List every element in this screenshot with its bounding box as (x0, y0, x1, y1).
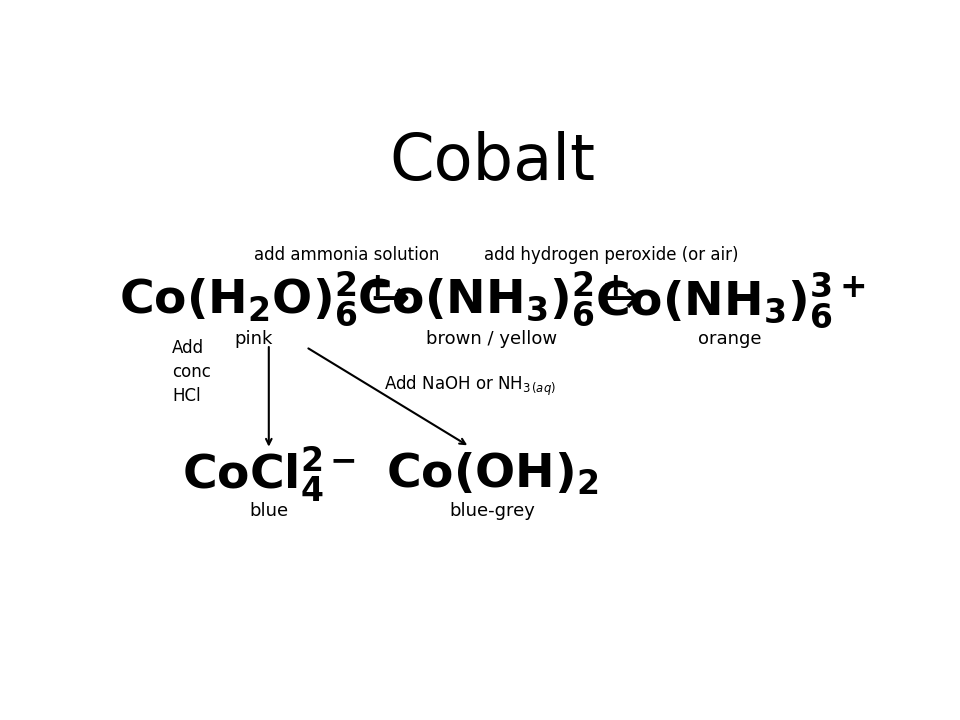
Text: add ammonia solution: add ammonia solution (254, 246, 440, 264)
Text: Add
conc
HCl: Add conc HCl (172, 339, 211, 405)
Text: $\rightarrow$: $\rightarrow$ (591, 277, 639, 323)
Text: $\mathbf{Co(NH_3)_6^{3+}}$: $\mathbf{Co(NH_3)_6^{3+}}$ (595, 270, 865, 330)
Text: $\mathbf{Co(H_2O)_6^{2+}}$: $\mathbf{Co(H_2O)_6^{2+}}$ (118, 270, 390, 330)
Text: $\mathbf{CoCl_4^{2-}}$: $\mathbf{CoCl_4^{2-}}$ (181, 445, 356, 504)
Text: orange: orange (698, 330, 762, 348)
Text: pink: pink (235, 330, 273, 348)
Text: blue: blue (250, 502, 288, 520)
Text: add hydrogen peroxide (or air): add hydrogen peroxide (or air) (484, 246, 738, 264)
Text: Add NaOH or NH$_{3\,(aq)}$: Add NaOH or NH$_{3\,(aq)}$ (384, 374, 556, 398)
Text: $\mathbf{Co(OH)_2}$: $\mathbf{Co(OH)_2}$ (386, 451, 598, 498)
Text: blue-grey: blue-grey (449, 502, 535, 520)
Text: $\rightarrow$: $\rightarrow$ (361, 277, 409, 323)
Text: Cobalt: Cobalt (389, 131, 595, 193)
Text: $\mathbf{Co(NH_3)_6^{2+}}$: $\mathbf{Co(NH_3)_6^{2+}}$ (357, 270, 627, 330)
Text: brown / yellow: brown / yellow (426, 330, 558, 348)
